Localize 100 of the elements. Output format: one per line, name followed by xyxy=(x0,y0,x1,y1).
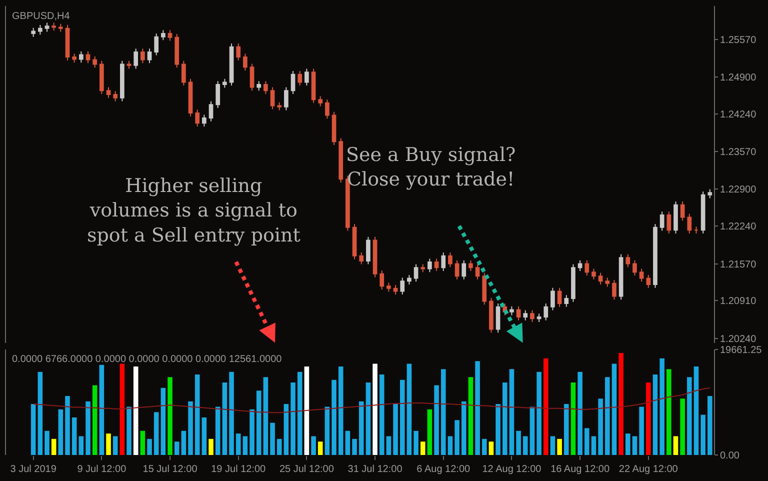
candlestick xyxy=(250,63,254,92)
bar xyxy=(366,382,371,455)
candlestick xyxy=(700,190,706,234)
bar xyxy=(612,364,617,455)
candlestick xyxy=(298,70,302,86)
bar xyxy=(372,364,378,455)
bar xyxy=(276,438,282,455)
candlestick xyxy=(674,201,678,234)
candlestick xyxy=(332,111,336,146)
candlestick xyxy=(454,260,460,280)
candlestick xyxy=(626,254,630,268)
candlestick xyxy=(578,260,582,272)
x-tick-label: 6 Aug 12:00 xyxy=(416,464,470,475)
candlestick xyxy=(462,260,466,280)
bar xyxy=(120,364,125,455)
bar xyxy=(379,374,384,455)
candlestick xyxy=(140,48,145,64)
candlestick xyxy=(557,287,562,308)
candlestick xyxy=(523,310,528,321)
candlestick xyxy=(325,99,330,120)
bar xyxy=(618,353,624,455)
y-tick-label: 0.00 xyxy=(720,450,740,462)
bar xyxy=(270,422,275,455)
x-tick-label: 22 Aug 12:00 xyxy=(618,464,678,475)
y-tick-label: 1.20910 xyxy=(720,296,757,308)
bar xyxy=(440,369,446,455)
bar xyxy=(126,406,132,455)
bar xyxy=(106,434,111,455)
bar xyxy=(414,430,418,455)
text: 0.0000 6766.0000 0.0000 0.0000 0.0000 0.0000 12561.0000 xyxy=(12,354,282,365)
candlestick xyxy=(134,48,138,70)
candlestick xyxy=(120,60,124,102)
bar xyxy=(290,382,296,455)
candlestick xyxy=(400,277,405,296)
bar xyxy=(646,382,651,455)
x-tick-label: 12 Aug 12:00 xyxy=(482,464,542,475)
bar xyxy=(324,406,330,455)
bar xyxy=(38,372,43,455)
bar xyxy=(536,372,542,455)
bar xyxy=(30,404,36,455)
bar xyxy=(242,436,248,455)
candlestick xyxy=(468,260,473,272)
candlestick xyxy=(530,310,534,323)
bar xyxy=(502,382,508,455)
y-tick-label: 1.21570 xyxy=(720,259,757,270)
candlestick xyxy=(216,80,220,108)
candlestick xyxy=(414,264,418,282)
bar xyxy=(72,417,77,455)
candlestick xyxy=(174,34,180,68)
candlestick xyxy=(229,43,234,86)
bar xyxy=(345,430,350,455)
candlestick xyxy=(154,32,159,56)
candlestick xyxy=(44,22,50,32)
bar xyxy=(194,374,200,455)
candlestick xyxy=(694,226,698,234)
bar xyxy=(448,436,453,455)
bar xyxy=(605,377,610,455)
candlestick xyxy=(86,50,90,64)
bar xyxy=(488,442,494,455)
bar xyxy=(202,417,207,455)
bar xyxy=(386,436,392,455)
candlestick xyxy=(687,213,692,234)
bar xyxy=(454,420,460,455)
candlestick xyxy=(65,24,70,61)
candlestick xyxy=(646,274,651,288)
bar xyxy=(338,366,344,455)
bar xyxy=(332,380,336,455)
bar xyxy=(626,434,630,455)
bar xyxy=(530,406,535,455)
candlestick xyxy=(571,264,576,302)
bar xyxy=(591,436,596,455)
bar xyxy=(687,377,692,455)
candlestick xyxy=(277,102,282,111)
bar xyxy=(168,377,172,455)
bar xyxy=(543,358,548,455)
candlestick xyxy=(290,70,296,94)
candlestick xyxy=(660,211,664,232)
bar xyxy=(598,398,603,455)
bar xyxy=(708,396,712,455)
candlestick xyxy=(393,284,398,296)
bar xyxy=(666,369,672,455)
bar xyxy=(564,404,569,455)
candlestick xyxy=(72,53,77,64)
annotation: Higher selling volumes is a signal to spot a Sell entry point xyxy=(87,175,301,246)
candlestick xyxy=(222,78,227,88)
candlestick xyxy=(550,287,555,311)
candlestick xyxy=(639,268,644,282)
candlestick xyxy=(236,43,241,61)
bar xyxy=(578,372,582,455)
bar xyxy=(256,390,262,455)
bar xyxy=(112,436,118,455)
candlestick xyxy=(359,252,364,265)
candlestick xyxy=(564,294,569,308)
candlestick xyxy=(38,24,42,36)
y-tick-label: 1.22240 xyxy=(720,222,757,233)
bar xyxy=(86,401,90,455)
bar xyxy=(496,404,500,455)
bar xyxy=(434,385,439,455)
y-tick-label: 1.24240 xyxy=(720,110,757,121)
candlestick xyxy=(428,258,432,273)
